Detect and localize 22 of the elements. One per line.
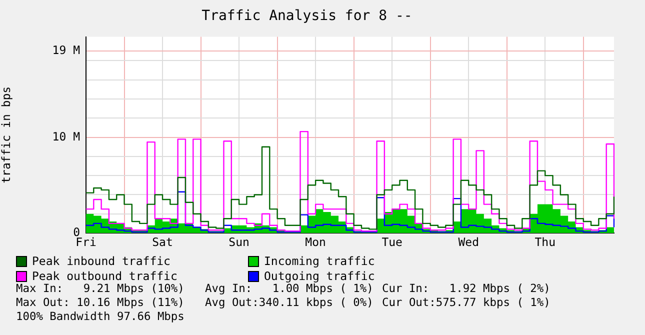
y-tick-label: 19 M <box>52 43 80 58</box>
text: Cur In: 1.92 Mbps ( 2%) <box>382 282 552 296</box>
text: 100% Bandwidth 97.66 Mbps <box>16 310 186 324</box>
text: Cur Out:575.77 kbps ( 1%) <box>382 296 552 310</box>
x-tick-label: Wed <box>458 234 479 249</box>
x-tick-label: Sat <box>152 234 173 249</box>
text: Avg Out:340.11 kbps ( 0%) <box>205 296 374 310</box>
legend-label: Outgoing traffic <box>264 269 375 283</box>
legend-label: Peak inbound traffic <box>32 254 170 268</box>
chart-title: Traffic Analysis for 8 -- <box>202 8 412 24</box>
y-tick-label: 10 M <box>52 129 80 144</box>
y-tick-label: 0 <box>73 224 80 239</box>
legend-label: Peak outbound traffic <box>32 269 178 283</box>
text: Max In: 9.21 Mbps (10%) <box>16 282 186 296</box>
x-tick-label: Tue <box>382 234 403 249</box>
y-axis-title: traffic in bps <box>0 86 13 184</box>
x-tick-label: Mon <box>305 234 326 249</box>
text: Max Out: 10.16 Mbps (11%) <box>16 296 186 310</box>
x-tick-label: Thu <box>534 234 556 249</box>
x-tick-label: Sun <box>228 234 250 249</box>
legend-label: Incoming traffic <box>264 254 375 268</box>
text: Avg In: 1.00 Mbps ( 1%) <box>205 282 374 296</box>
